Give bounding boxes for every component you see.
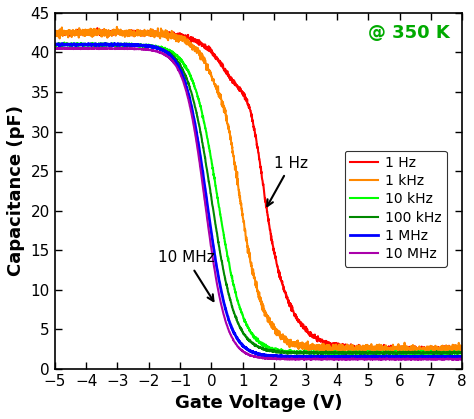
1 MHz [73, 42, 78, 47]
1 MHz [250, 349, 256, 354]
10 MHz [459, 357, 465, 362]
10 kHz [448, 350, 454, 355]
10 kHz [459, 351, 465, 356]
1 Hz [448, 346, 454, 351]
Y-axis label: Capacitance (pF): Capacitance (pF) [7, 105, 25, 276]
10 kHz [239, 311, 245, 316]
1 kHz [373, 348, 379, 353]
Text: @ 350 K: @ 350 K [368, 23, 450, 41]
1 MHz [448, 354, 454, 359]
1 kHz [448, 347, 454, 352]
100 kHz [239, 328, 245, 334]
10 kHz [62, 40, 67, 45]
1 MHz [373, 354, 379, 360]
100 kHz [448, 351, 454, 356]
Line: 10 kHz: 10 kHz [55, 43, 462, 355]
10 MHz [90, 45, 95, 50]
1 kHz [459, 346, 465, 351]
Line: 1 Hz: 1 Hz [55, 28, 462, 352]
10 MHz [73, 47, 78, 52]
1 MHz [459, 354, 465, 359]
1 kHz [250, 267, 256, 272]
10 MHz [239, 348, 245, 353]
1 MHz [239, 342, 245, 347]
10 kHz [373, 352, 379, 357]
10 MHz [373, 357, 379, 362]
Legend: 1 Hz, 1 kHz, 10 kHz, 100 kHz, 1 MHz, 10 MHz: 1 Hz, 1 kHz, 10 kHz, 100 kHz, 1 MHz, 10 … [345, 150, 447, 266]
10 kHz [441, 352, 447, 357]
1 Hz [250, 121, 256, 126]
1 kHz [73, 32, 78, 37]
1 Hz [454, 350, 459, 355]
10 MHz [52, 46, 57, 51]
1 Hz [373, 346, 379, 351]
10 MHz [250, 354, 256, 359]
100 kHz [52, 43, 57, 48]
Line: 100 kHz: 100 kHz [55, 43, 462, 354]
10 MHz [448, 357, 454, 362]
1 Hz [52, 30, 57, 35]
1 kHz [239, 212, 245, 217]
Text: 1 Hz: 1 Hz [267, 155, 308, 206]
10 kHz [448, 352, 454, 357]
100 kHz [448, 350, 454, 355]
1 kHz [348, 352, 354, 357]
10 MHz [448, 357, 454, 362]
1 kHz [114, 24, 120, 29]
10 kHz [52, 43, 57, 48]
100 kHz [373, 351, 379, 356]
1 MHz [102, 41, 108, 46]
100 kHz [250, 341, 256, 346]
100 kHz [459, 349, 465, 354]
1 Hz [447, 347, 453, 352]
100 kHz [64, 41, 69, 46]
1 kHz [52, 31, 57, 36]
1 kHz [448, 351, 454, 356]
Line: 1 kHz: 1 kHz [55, 27, 462, 354]
1 Hz [239, 89, 245, 94]
10 kHz [250, 334, 256, 339]
10 kHz [73, 41, 79, 47]
1 MHz [52, 42, 57, 47]
Text: 10 MHz: 10 MHz [158, 251, 215, 301]
10 MHz [343, 357, 348, 362]
Line: 10 MHz: 10 MHz [55, 48, 462, 360]
Line: 1 MHz: 1 MHz [55, 44, 462, 358]
1 MHz [448, 354, 454, 359]
1 Hz [459, 347, 465, 352]
100 kHz [73, 42, 79, 47]
1 Hz [94, 26, 100, 31]
X-axis label: Gate Voltage (V): Gate Voltage (V) [175, 394, 342, 412]
1 Hz [73, 31, 78, 36]
1 MHz [413, 356, 419, 361]
100 kHz [380, 352, 386, 357]
